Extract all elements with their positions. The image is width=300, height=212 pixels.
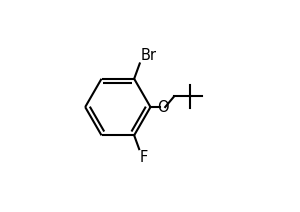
Text: O: O	[157, 100, 169, 114]
Text: F: F	[140, 150, 148, 165]
Text: Br: Br	[141, 48, 157, 63]
